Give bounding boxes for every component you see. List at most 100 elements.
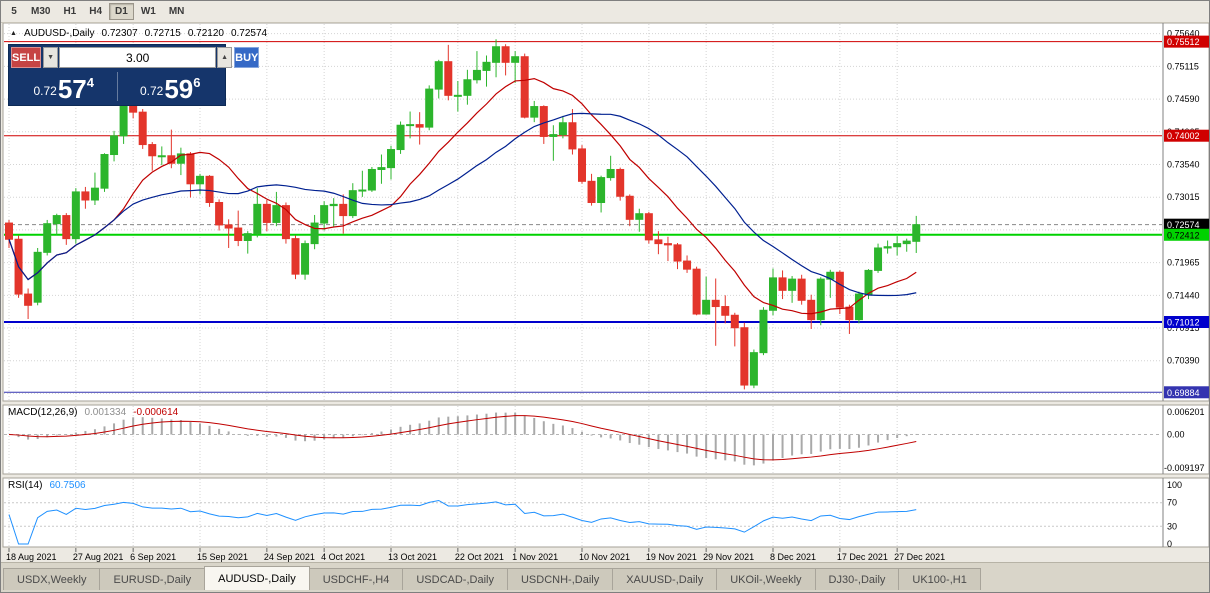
volume-control: ▼ ▲	[43, 47, 233, 68]
chart-tab-usdchf-h4[interactable]: USDCHF-,H4	[308, 568, 404, 590]
svg-text:0.74590: 0.74590	[1167, 94, 1200, 104]
svg-text:15 Sep 2021: 15 Sep 2021	[197, 552, 248, 562]
svg-text:-0.009197: -0.009197	[1164, 463, 1205, 473]
sell-price-big-digits: 57	[57, 74, 87, 104]
buy-price-pip-digit: 6	[193, 75, 201, 90]
price-badge-0.75512	[1164, 35, 1209, 48]
rsi-title: RSI(14)	[8, 480, 43, 491]
ma-slow-line	[8, 112, 917, 297]
sell-price-pip-digit: 4	[86, 75, 94, 90]
price-badge-0.69884	[1164, 386, 1209, 399]
svg-text:30: 30	[1167, 521, 1177, 531]
svg-text:18 Aug 2021: 18 Aug 2021	[6, 552, 57, 562]
buy-price-prefix: 0.72	[139, 84, 164, 98]
macd-main-value: 0.001334	[84, 407, 127, 418]
chart-tab-uk100-h1[interactable]: UK100-,H1	[898, 568, 981, 590]
svg-text:1 Nov 2021: 1 Nov 2021	[512, 552, 558, 562]
timeframe-button-w1[interactable]: W1	[135, 3, 162, 20]
timeframe-button-h4[interactable]: H4	[83, 3, 108, 20]
svg-text:22 Oct 2021: 22 Oct 2021	[455, 552, 504, 562]
buy-button[interactable]: BUY	[234, 47, 260, 68]
rsi-value: 60.7506	[49, 480, 86, 491]
ohlc-low: 0.72120	[187, 28, 224, 39]
rsi-indicator-header: RSI(14) 60.7506	[8, 480, 86, 491]
macd-title: MACD(12,26,9)	[8, 407, 78, 418]
rsi-panel[interactable]	[4, 499, 1162, 545]
svg-text:0.75640: 0.75640	[1167, 29, 1200, 39]
price-badge-0.71012	[1164, 315, 1209, 328]
svg-text:0.75115: 0.75115	[1167, 61, 1199, 71]
chart-tab-usdx-weekly[interactable]: USDX,Weekly	[3, 568, 101, 590]
volume-decrease-button[interactable]: ▼	[43, 47, 59, 68]
price-badge-0.74002	[1164, 129, 1209, 142]
svg-text:13 Oct 2021: 13 Oct 2021	[388, 552, 437, 562]
svg-text:17 Dec 2021: 17 Dec 2021	[837, 552, 888, 562]
chart-tab-audusd-daily[interactable]: AUDUSD-,Daily	[204, 566, 310, 590]
ma-fast-line	[8, 77, 917, 315]
svg-text:24 Sep 2021: 24 Sep 2021	[264, 552, 315, 562]
sell-button[interactable]: SELL	[11, 47, 42, 68]
chart-tab-eurusd-daily[interactable]: EURUSD-,Daily	[99, 568, 206, 590]
ohlc-high: 0.72715	[144, 28, 181, 39]
buy-price-display[interactable]: 0.72 59 6	[118, 70, 224, 103]
svg-text:27 Dec 2021: 27 Dec 2021	[894, 552, 945, 562]
price-divider	[116, 72, 118, 101]
sell-price-prefix: 0.72	[33, 84, 57, 98]
timeframe-toolbar: 5 M30 H1 H4 D1 W1 MN	[1, 1, 1209, 23]
one-click-trading-panel: SELL ▼ ▲ BUY 0.72 57 4 0.72 59 6	[8, 44, 260, 106]
chart-ohlc-header: ▲ AUDUSD-,Daily 0.72307 0.72715 0.72120 …	[10, 28, 267, 39]
svg-text:0.74002: 0.74002	[1167, 131, 1200, 141]
svg-text:0.006201: 0.006201	[1167, 407, 1205, 417]
sell-price-display[interactable]: 0.72 57 4	[11, 70, 117, 103]
svg-text:0.71012: 0.71012	[1167, 317, 1200, 327]
svg-text:0.71440: 0.71440	[1167, 290, 1200, 300]
svg-text:0.72412: 0.72412	[1167, 230, 1200, 240]
volume-input[interactable]	[59, 47, 217, 68]
svg-text:0.71965: 0.71965	[1167, 258, 1200, 268]
svg-text:0.69884: 0.69884	[1167, 388, 1200, 398]
one-click-collapse-icon[interactable]: ▲	[10, 30, 17, 37]
horizontal-level-lines[interactable]	[4, 41, 1162, 393]
svg-text:4 Oct 2021: 4 Oct 2021	[321, 552, 365, 562]
timeframe-button-m30[interactable]: M30	[25, 3, 56, 20]
time-axis[interactable]: 18 Aug 2021 27 Aug 2021 6 Sep 2021 15 Sep 2…	[6, 548, 945, 562]
chart-symbol-title: AUDUSD-,Daily	[23, 28, 95, 39]
svg-text:0.00: 0.00	[1167, 430, 1185, 440]
svg-text:100: 100	[1167, 480, 1182, 490]
macd-indicator-header: MACD(12,26,9) 0.001334 -0.000614	[8, 407, 178, 418]
timeframe-button-h1[interactable]: H1	[57, 3, 82, 20]
svg-text:10 Nov 2021: 10 Nov 2021	[579, 552, 630, 562]
chart-tab-usdcnh-daily[interactable]: USDCNH-,Daily	[506, 568, 614, 590]
chart-tab-ukoil-weekly[interactable]: UKOil-,Weekly	[716, 568, 816, 590]
svg-text:19 Nov 2021: 19 Nov 2021	[646, 552, 697, 562]
svg-text:0.72574: 0.72574	[1167, 220, 1200, 230]
buy-price-big-digits: 59	[164, 74, 194, 104]
svg-text:70: 70	[1167, 498, 1177, 508]
chart-tab-xauusd-daily[interactable]: XAUUSD-,Daily	[612, 568, 718, 590]
chart-tabs-bar: USDX,Weekly EURUSD-,Daily AUDUSD-,Daily USD…	[1, 562, 1209, 592]
ohlc-open: 0.72307	[101, 28, 138, 39]
svg-text:0.70390: 0.70390	[1167, 356, 1200, 366]
svg-text:0: 0	[1167, 539, 1172, 549]
macd-panel[interactable]	[4, 412, 1162, 466]
timeframe-button-mn[interactable]: MN	[163, 3, 191, 20]
ohlc-close: 0.72574	[230, 28, 268, 39]
svg-text:0.73540: 0.73540	[1167, 159, 1200, 169]
macd-signal-value: -0.000614	[133, 407, 179, 418]
svg-text:27 Aug 2021: 27 Aug 2021	[73, 552, 124, 562]
timeframe-button-d1[interactable]: D1	[109, 3, 134, 20]
svg-text:6 Sep 2021: 6 Sep 2021	[130, 552, 176, 562]
price-badge-0.72574	[1164, 218, 1209, 231]
chart-tab-dj30-daily[interactable]: DJ30-,Daily	[814, 568, 900, 590]
volume-increase-button[interactable]: ▲	[217, 47, 233, 68]
svg-text:0.70915: 0.70915	[1167, 323, 1200, 333]
chart-tab-usdcad-daily[interactable]: USDCAD-,Daily	[402, 568, 508, 590]
chart-panels	[2, 22, 1209, 548]
candles-layer	[5, 39, 921, 390]
moving-averages	[8, 77, 917, 315]
svg-text:8 Dec 2021: 8 Dec 2021	[770, 552, 816, 562]
timeframe-button-5[interactable]: 5	[4, 3, 24, 20]
